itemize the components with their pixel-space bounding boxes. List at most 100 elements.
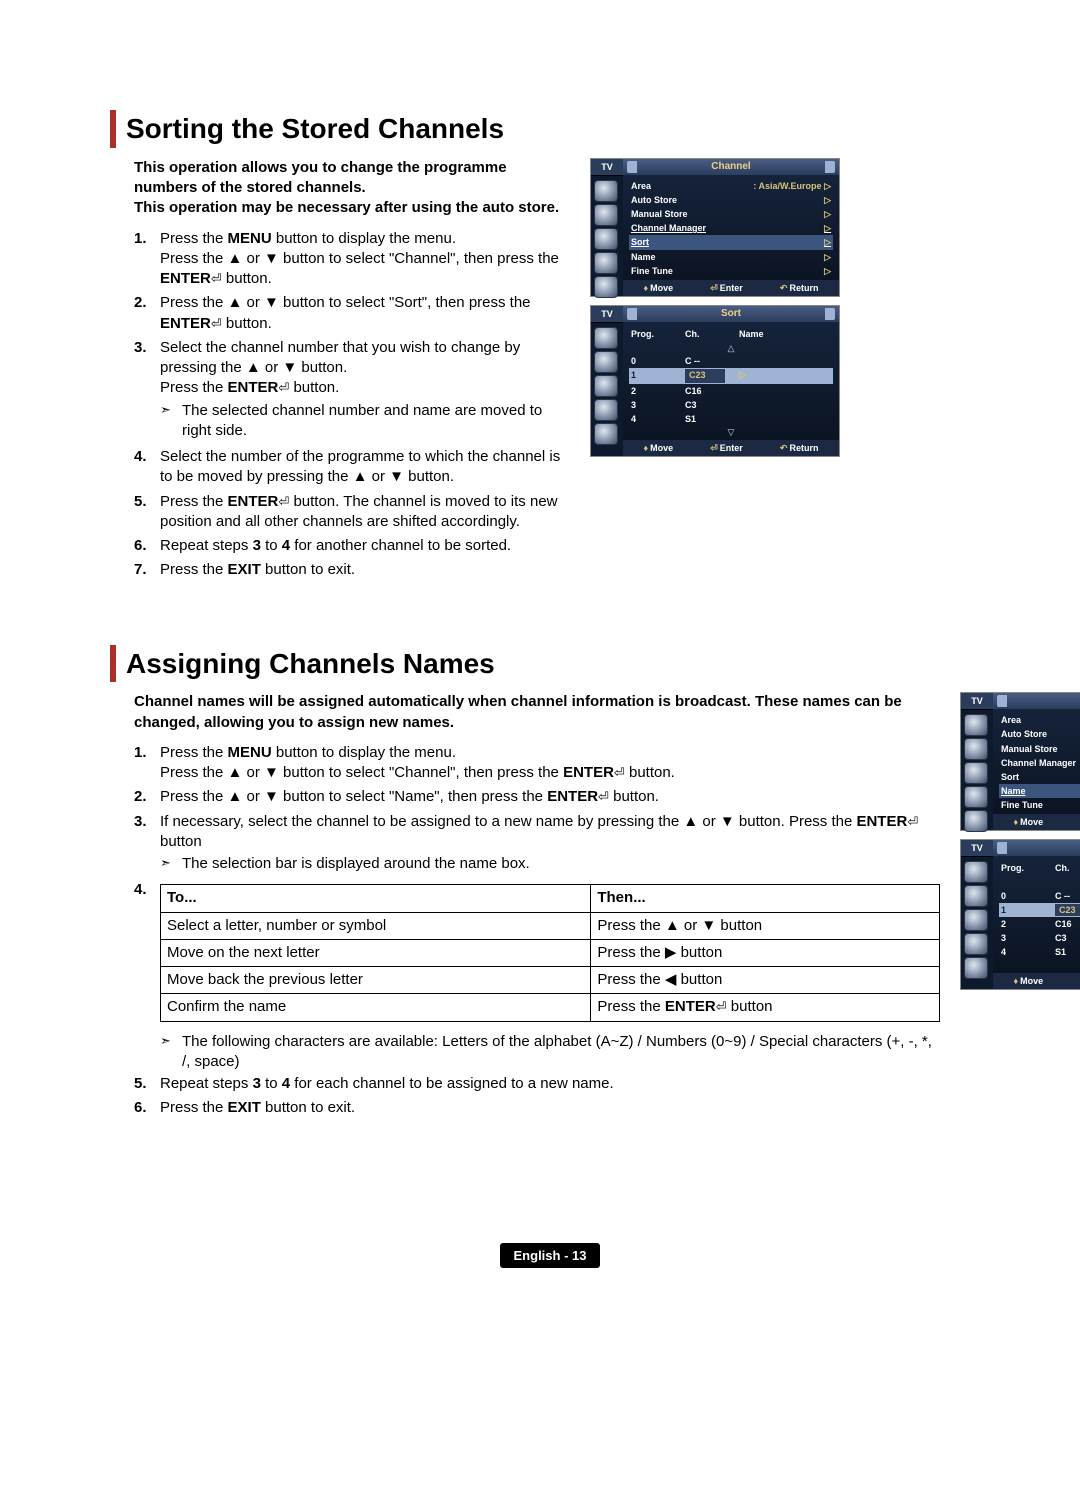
osd-data-row: 1C23----- xyxy=(999,903,1080,917)
osd-up-icon: △ xyxy=(629,342,833,354)
arrow-icon: ➣ xyxy=(160,1032,182,1073)
osd-side-icon xyxy=(964,810,988,832)
osd-channel-menu: TV Channel Area: Asia/W.Europe ▷Auto Sto… xyxy=(960,692,1080,831)
osd-columns: Prog.Ch.Name xyxy=(629,326,833,342)
step-number: 4. xyxy=(134,447,160,488)
step-body: Press the ▲ or ▼ button to select "Name"… xyxy=(160,787,940,807)
osd-side-icon xyxy=(594,276,618,298)
action-table: To...Then...Select a letter, number or s… xyxy=(160,884,940,1021)
step-number: 5. xyxy=(134,492,160,533)
step: 2.Press the ▲ or ▼ button to select "Nam… xyxy=(134,787,940,807)
step-number: 2. xyxy=(134,293,160,334)
step-body: Press the EXIT button to exit. xyxy=(160,560,570,580)
step-body: Select the number of the programme to wh… xyxy=(160,447,570,488)
osd-title: Sort xyxy=(623,306,839,322)
step-body: Press the MENU button to display the men… xyxy=(160,743,940,784)
step: 4.Select the number of the programme to … xyxy=(134,447,570,488)
osd-sidebar xyxy=(961,709,993,837)
step: 6.Press the EXIT button to exit. xyxy=(134,1098,940,1118)
step: 3.If necessary, select the channel to be… xyxy=(134,812,940,877)
step: 7.Press the EXIT button to exit. xyxy=(134,560,570,580)
osd-footer: ♦Move ⏎Enter ↶Return xyxy=(993,814,1080,830)
osd-tab: TV xyxy=(961,840,993,857)
step-number: 7. xyxy=(134,560,160,580)
osd-data-row: 0C ------- xyxy=(999,889,1080,903)
step-number: 5. xyxy=(134,1074,160,1094)
step-number: 1. xyxy=(134,229,160,290)
step: 2.Press the ▲ or ▼ button to select "Sor… xyxy=(134,293,570,334)
osd-side-icon xyxy=(964,933,988,955)
osd-side-icon xyxy=(594,375,618,397)
osd-column: TV Channel Area: Asia/W.Europe ▷Auto Sto… xyxy=(590,158,850,585)
step-body: If necessary, select the channel to be a… xyxy=(160,812,940,877)
page-number: English - 13 xyxy=(500,1243,601,1269)
page-footer: English - 13 xyxy=(110,1243,990,1269)
osd-tab: TV xyxy=(591,306,623,323)
osd-body: Area: Asia/W.Europe ▷Auto Store ▷Manual … xyxy=(993,709,1080,830)
step: 5.Repeat steps 3 to 4 for each channel t… xyxy=(134,1074,940,1094)
step: 3.Select the channel number that you wis… xyxy=(134,338,570,443)
step-number: 4. xyxy=(134,880,160,1027)
section-title: Assigning Channels Names xyxy=(110,645,990,683)
step-number: 6. xyxy=(134,1098,160,1118)
step-body: Press the ▲ or ▼ button to select "Sort"… xyxy=(160,293,570,334)
osd-menu-row: Name ▷ xyxy=(999,784,1080,798)
osd-menu-row: Manual Store ▷ xyxy=(629,207,833,221)
osd-menu-row: Auto Store ▷ xyxy=(999,727,1080,741)
table-row: Move on the next letterPress the ▶ butto… xyxy=(161,939,940,966)
step-body: Repeat steps 3 to 4 for each channel to … xyxy=(160,1074,940,1094)
step-body: Repeat steps 3 to 4 for another channel … xyxy=(160,536,570,556)
step-number: 3. xyxy=(134,338,160,443)
osd-title: Channel xyxy=(993,693,1080,709)
osd-menu-row: Channel Manager ▷ xyxy=(999,756,1080,770)
osd-data-row: 1C23 ▷ xyxy=(629,368,833,384)
steps-list: 1.Press the MENU button to display the m… xyxy=(134,229,570,581)
step-number: 1. xyxy=(134,743,160,784)
th-then: Then... xyxy=(591,885,940,912)
osd-side-icon xyxy=(964,861,988,883)
section-sort: Sorting the Stored Channels This operati… xyxy=(110,110,990,585)
step-body: Press the ENTER⏎ button. The channel is … xyxy=(160,492,570,533)
osd-data-row: 4S1 xyxy=(629,412,833,426)
osd-side-icon xyxy=(594,252,618,274)
osd-data-row: 3C3 xyxy=(629,398,833,412)
osd-column: TV Channel Area: Asia/W.Europe ▷Auto Sto… xyxy=(960,692,1080,1122)
section-name: Assigning Channels Names Channel names w… xyxy=(110,645,990,1123)
osd-data-row: 3C3----- xyxy=(999,931,1080,945)
osd-body: Prog.Ch.Name△0C -------1C23-----2C16----… xyxy=(993,856,1080,989)
section1-body: This operation allows you to change the … xyxy=(110,158,570,585)
osd-side-icon xyxy=(594,399,618,421)
osd-title: Channel xyxy=(623,159,839,175)
osd-sidebar xyxy=(591,175,623,303)
table-row: Confirm the namePress the ENTER⏎ button xyxy=(161,994,940,1021)
osd-up-icon: △ xyxy=(999,876,1080,888)
step-body: Press the MENU button to display the men… xyxy=(160,229,570,290)
intro-text: Channel names will be assigned automatic… xyxy=(134,692,940,733)
osd-sidebar xyxy=(961,856,993,984)
table-row: Select a letter, number or symbolPress t… xyxy=(161,912,940,939)
osd-side-icon xyxy=(594,351,618,373)
osd-columns: Prog.Ch.Name xyxy=(999,860,1080,876)
table-row: Move back the previous letterPress the ◀… xyxy=(161,967,940,994)
osd-footer: ♦Move ⏎Enter ↶Return xyxy=(623,280,839,296)
section2-body: Channel names will be assigned automatic… xyxy=(110,692,940,1122)
step: 1.Press the MENU button to display the m… xyxy=(134,229,570,290)
osd-side-icon xyxy=(964,738,988,760)
osd-footer: ♦Move ⏎Enter ↶Return xyxy=(623,440,839,456)
osd-data-row: 2C16 xyxy=(629,384,833,398)
osd-side-icon xyxy=(964,885,988,907)
step-number: 2. xyxy=(134,787,160,807)
osd-side-icon xyxy=(964,957,988,979)
osd-side-icon xyxy=(964,786,988,808)
osd-footer: ♦Move ⏎Enter ↶Return xyxy=(993,973,1080,989)
osd-down-icon: ▽ xyxy=(629,426,833,438)
steps-list: 1.Press the MENU button to display the m… xyxy=(134,743,940,877)
osd-body: Prog.Ch.Name△0C --1C23 ▷2C163C34S1▽ ♦Mov… xyxy=(623,322,839,456)
step: 5.Press the ENTER⏎ button. The channel i… xyxy=(134,492,570,533)
osd-side-icon xyxy=(964,762,988,784)
osd-side-icon xyxy=(964,909,988,931)
th-to: To... xyxy=(161,885,591,912)
osd-menu-row: Fine Tune ▷ xyxy=(629,264,833,278)
osd-sidebar xyxy=(591,322,623,450)
osd-menu-row: Channel Manager ▷ xyxy=(629,221,833,235)
